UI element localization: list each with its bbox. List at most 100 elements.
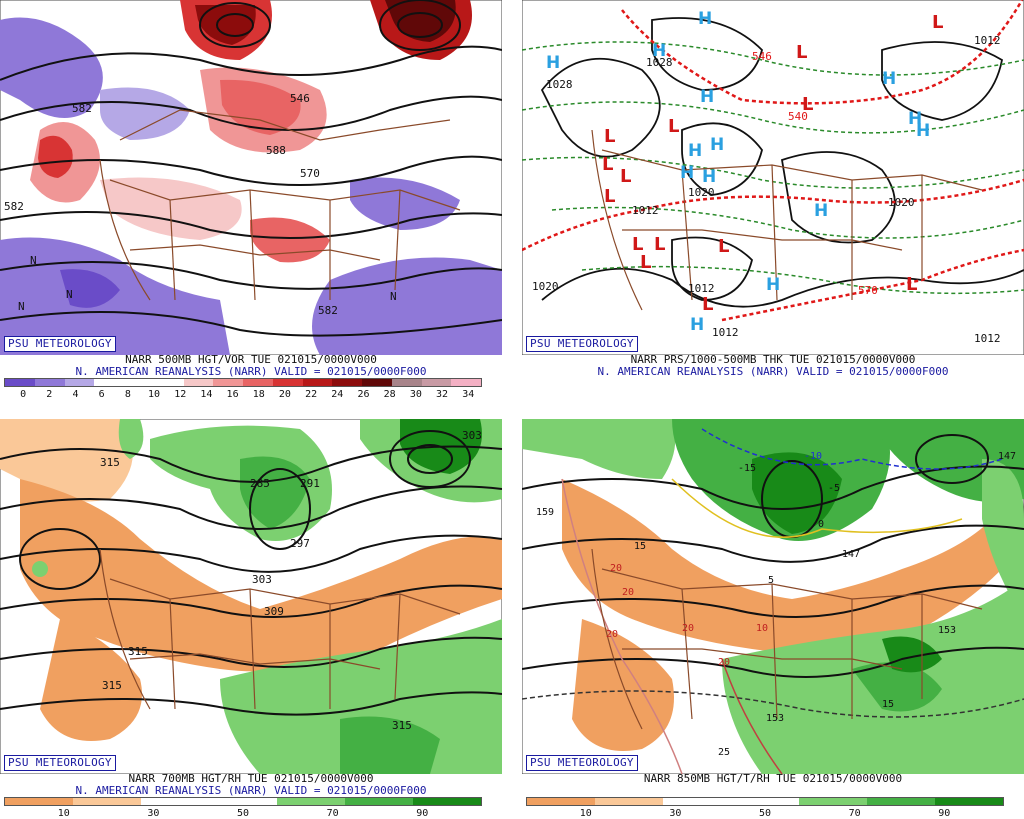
colorbar-swatch <box>731 798 799 805</box>
svg-text:1028: 1028 <box>546 78 573 91</box>
colorbar-swatch <box>451 379 481 386</box>
svg-text:L: L <box>702 294 713 315</box>
colorbar-swatch <box>421 379 452 386</box>
svg-text:L: L <box>632 234 643 255</box>
colorbar-tick-label: 10 <box>579 808 592 819</box>
state-borders <box>99 548 461 710</box>
colorbar-tick-label: 14 <box>200 389 213 400</box>
svg-text:1028: 1028 <box>646 56 673 69</box>
colorbar-swatch <box>332 379 362 386</box>
svg-text:546: 546 <box>290 92 310 105</box>
state-borders <box>99 109 461 301</box>
colorbar-tick-label: 30 <box>409 389 422 400</box>
psu-logo: PSU METEOROLOGY <box>4 755 116 771</box>
height-contours <box>0 430 502 716</box>
map-title: NARR 700MB HGT/RH TUE 021015/0000V000 <box>128 772 374 785</box>
colorbar-tick-label: 30 <box>147 808 160 819</box>
map-700mb-rh: 315 285 291 297 303 309 315 315 315 303 <box>0 419 502 774</box>
svg-text:L: L <box>932 12 943 33</box>
colorbar-swatch <box>302 379 333 386</box>
colorbar-tick-label: 90 <box>938 808 951 819</box>
svg-text:546: 546 <box>752 50 772 63</box>
svg-text:H: H <box>688 141 702 161</box>
svg-text:153: 153 <box>766 713 784 724</box>
colorbar-tick-label: 32 <box>436 389 449 400</box>
colorbar-tick-label: 50 <box>758 808 772 819</box>
pressure-labels: 1028 1028 1012 1020 1012 1012 1020 1020 … <box>532 34 1001 345</box>
svg-text:1020: 1020 <box>688 186 715 199</box>
colorbar-swatch <box>209 798 277 805</box>
panel-pressure-thickness: 1028 1028 1012 1020 1012 1012 1020 1020 … <box>522 0 1024 400</box>
psu-logo: PSU METEOROLOGY <box>526 755 638 771</box>
svg-text:540: 540 <box>788 110 808 123</box>
svg-text:H: H <box>766 275 780 295</box>
svg-text:L: L <box>640 252 651 273</box>
svg-text:L: L <box>796 42 807 63</box>
svg-text:H: H <box>690 315 704 335</box>
svg-text:H: H <box>698 9 712 29</box>
map-subtitle: N. AMERICAN REANALYSIS (NARR) VALID = 02… <box>597 365 949 378</box>
svg-text:H: H <box>814 201 828 221</box>
panel-500mb: 582 546 582 570 N N N N 582 588 PSU METE… <box>0 0 502 400</box>
svg-text:303: 303 <box>462 429 482 442</box>
thickness-540-line <box>522 0 1024 322</box>
svg-text:L: L <box>604 126 615 147</box>
colorbar-tick-label: 70 <box>326 808 339 819</box>
colorbar-swatch <box>272 379 303 386</box>
svg-text:N: N <box>18 300 25 313</box>
svg-text:H: H <box>546 53 560 73</box>
colorbar-swatch <box>5 798 73 805</box>
colorbar-tick-label: 2 <box>46 389 53 400</box>
colorbar-tick-label: 22 <box>305 389 318 400</box>
colorbar-tick-label: 10 <box>148 389 161 400</box>
svg-text:1020: 1020 <box>532 280 559 293</box>
svg-text:-5: -5 <box>828 483 840 494</box>
colorbar-swatch <box>213 379 243 386</box>
map-title: NARR 850MB HGT/T/RH TUE 021015/0000V000 <box>643 772 903 785</box>
isobars <box>540 17 1024 308</box>
svg-text:L: L <box>620 166 631 187</box>
height-labels: 315 285 291 297 303 309 315 315 315 303 <box>100 429 482 732</box>
colorbar-tick-label: 50 <box>236 808 250 819</box>
rh-colorbar <box>526 797 1004 806</box>
map-labels: 582 546 582 570 N N N N 582 588 <box>4 92 397 317</box>
svg-text:N: N <box>390 290 397 303</box>
map-pressure-thickness: 1028 1028 1012 1020 1012 1012 1020 1020 … <box>522 0 1024 355</box>
colorbar-tick-label: 24 <box>331 389 344 400</box>
colorbar-tick-label: 30 <box>669 808 682 819</box>
svg-text:582: 582 <box>318 304 338 317</box>
panel-850mb: 159 15 20 20 20 20 10 20 5 -15 -10 -5 0 … <box>522 419 1024 819</box>
svg-text:L: L <box>718 236 729 257</box>
rh-colorbar-ticks: 10 30 50 70 90 <box>526 808 1004 819</box>
svg-text:570: 570 <box>300 167 320 180</box>
psu-logo: PSU METEOROLOGY <box>4 336 116 352</box>
state-borders <box>591 129 983 311</box>
svg-text:159: 159 <box>536 507 554 518</box>
svg-text:-10: -10 <box>804 451 822 462</box>
psu-logo: PSU METEOROLOGY <box>526 336 638 352</box>
colorbar-swatch <box>867 798 935 805</box>
svg-text:H: H <box>908 109 922 129</box>
svg-text:15: 15 <box>634 541 646 552</box>
svg-text:315: 315 <box>100 456 120 469</box>
panel-700mb: 315 285 291 297 303 309 315 315 315 303 … <box>0 419 502 819</box>
map-labels: 159 15 20 20 20 20 10 20 5 -15 -10 -5 0 … <box>536 451 1016 758</box>
colorbar-swatch <box>663 798 731 805</box>
colorbar-swatch <box>94 379 124 386</box>
colorbar-swatch <box>5 379 35 386</box>
colorbar-swatch <box>64 379 95 386</box>
svg-text:-15: -15 <box>738 463 756 474</box>
colorbar-swatch <box>34 379 65 386</box>
svg-text:H: H <box>700 87 714 107</box>
svg-text:H: H <box>916 121 930 141</box>
colorbar-tick-label: 16 <box>226 389 239 400</box>
state-borders <box>591 548 983 730</box>
svg-text:1012: 1012 <box>712 326 739 339</box>
rh-colorbar <box>4 797 482 806</box>
svg-text:315: 315 <box>392 719 412 732</box>
svg-text:309: 309 <box>264 605 284 618</box>
svg-text:H: H <box>882 69 896 89</box>
svg-text:147: 147 <box>842 549 860 560</box>
svg-text:582: 582 <box>72 102 92 115</box>
svg-text:20: 20 <box>610 563 622 574</box>
